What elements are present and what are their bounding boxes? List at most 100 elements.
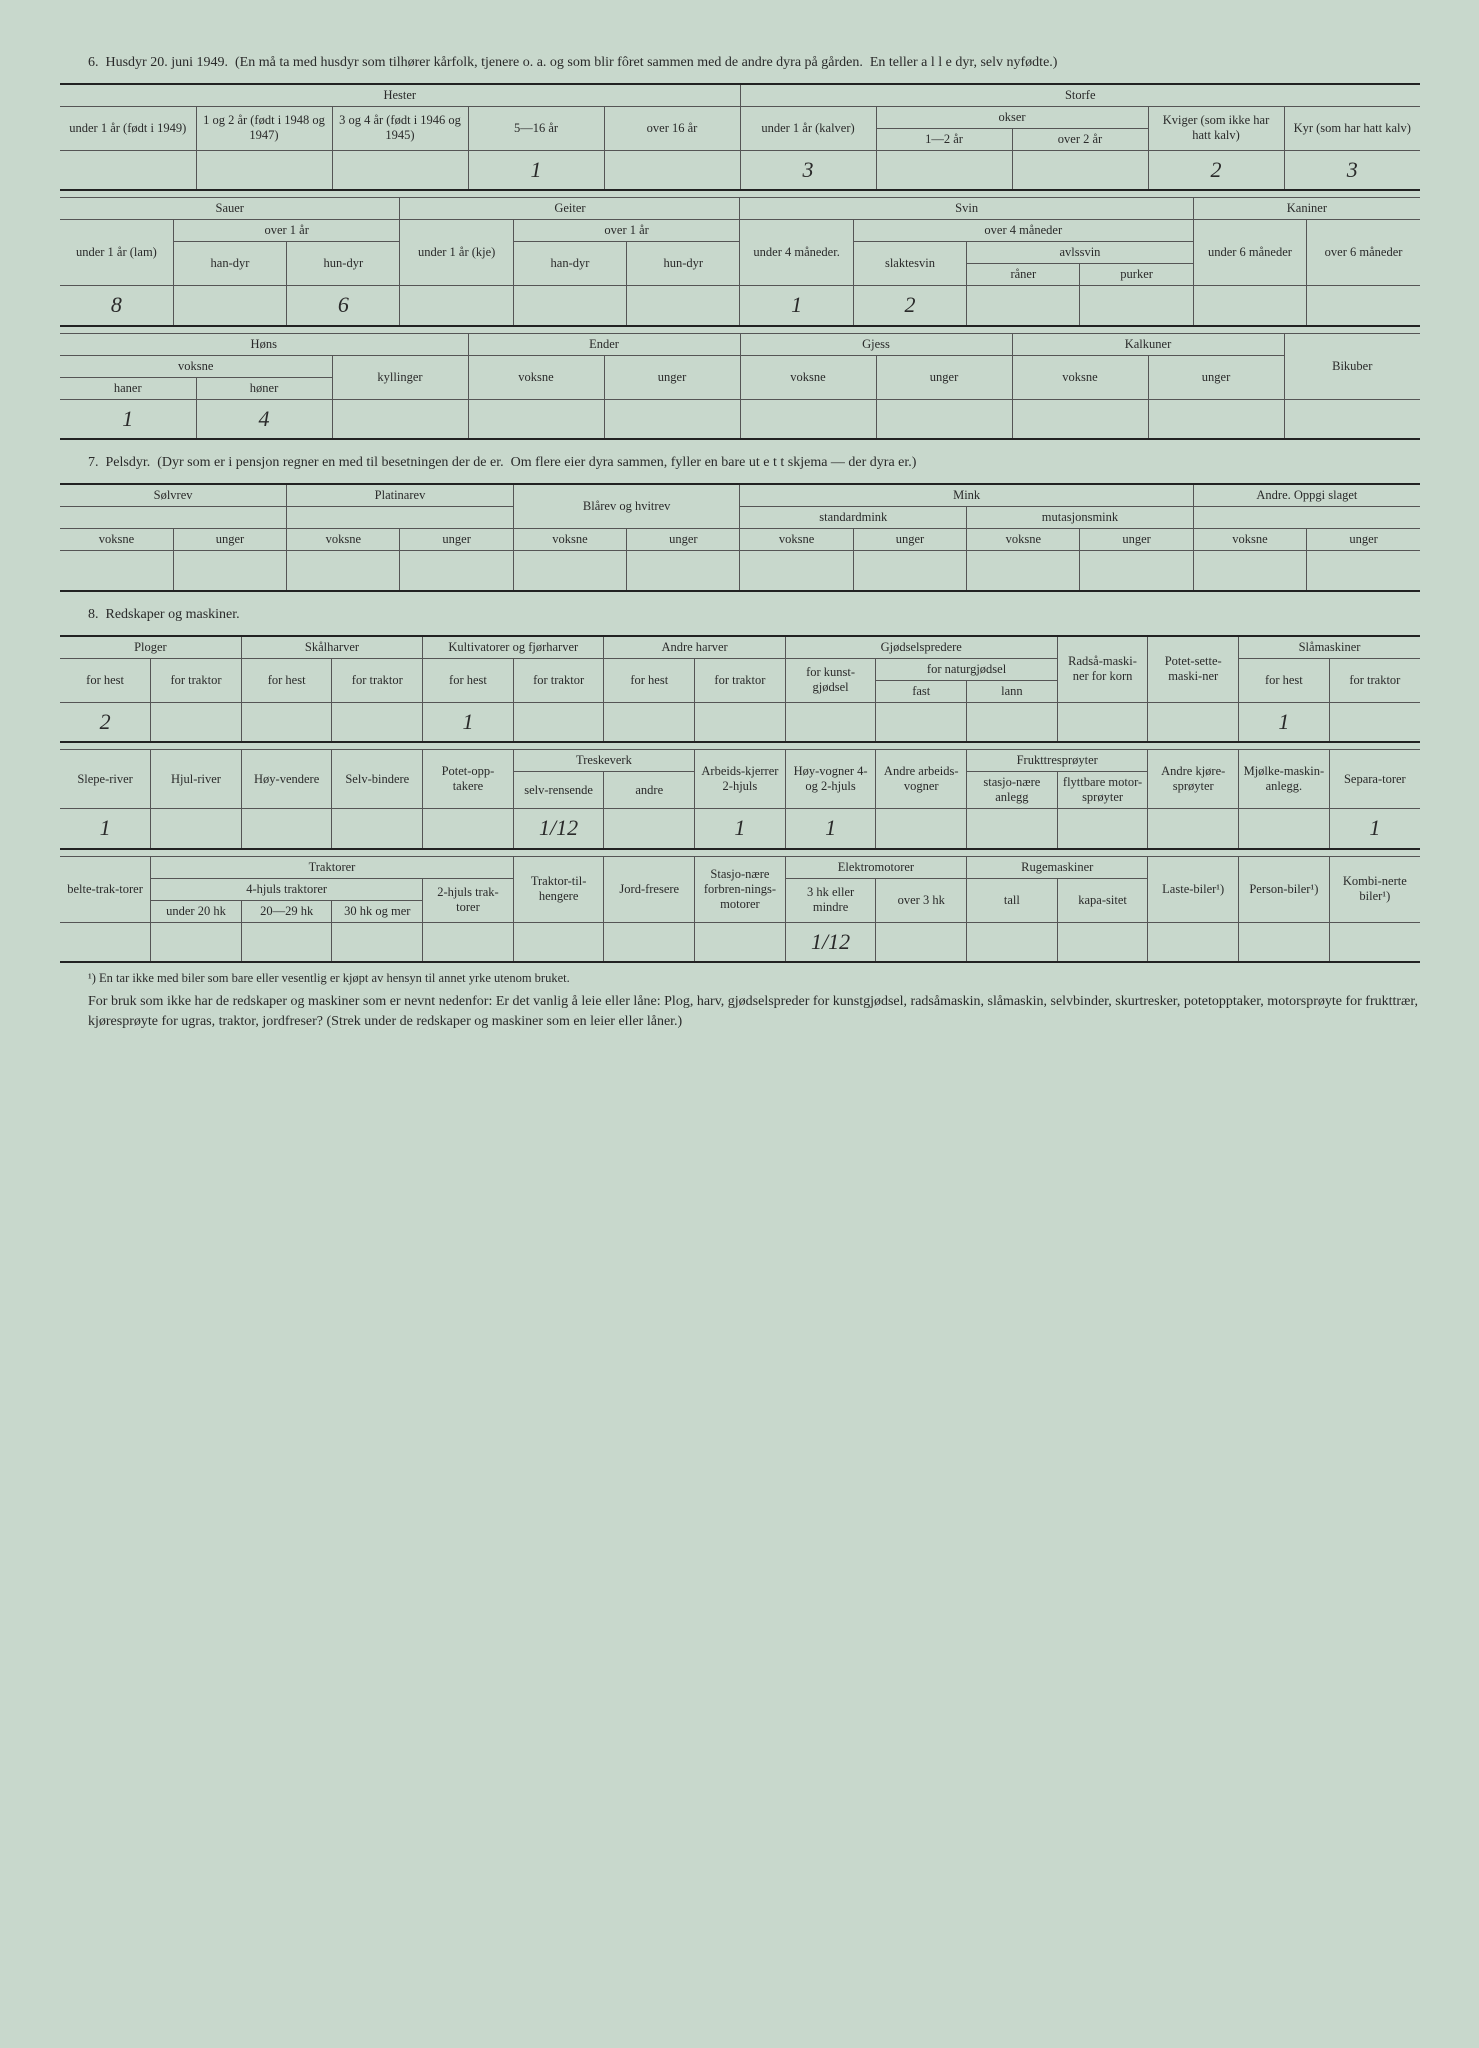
ploger: Ploger [60, 636, 241, 659]
val [513, 702, 604, 742]
table-redskaper-3: belte-trak-torer Traktorer Traktor-til-h… [60, 856, 1420, 964]
h-3-4: 3 og 4 år (født i 1946 og 1945) [332, 106, 468, 150]
val: 2 [60, 702, 151, 742]
val [196, 150, 332, 190]
val: 1 [423, 702, 514, 742]
s-1-2: 1—2 år [876, 128, 1012, 150]
val: 4 [196, 399, 332, 439]
val [60, 150, 196, 190]
fire: 4-hjuls traktorer [151, 878, 423, 900]
raner: råner [967, 264, 1080, 286]
val [876, 922, 967, 962]
potet: Potet-sette-maski-ner [1148, 636, 1239, 703]
val [876, 399, 1012, 439]
val [967, 286, 1080, 326]
val [853, 551, 966, 591]
val [241, 809, 332, 849]
val [1080, 551, 1193, 591]
footnote-biler: ¹) En tar ikke med biler som bare eller … [88, 971, 1420, 986]
sleperiver: Slepe-river [60, 750, 151, 809]
voksne: voksne [1193, 529, 1306, 551]
grp-ender: Ender [468, 333, 740, 355]
kalk-unger: unger [1148, 355, 1284, 399]
gjess-unger: unger [876, 355, 1012, 399]
fortraktor: for traktor [151, 658, 242, 702]
val [695, 922, 786, 962]
hoyvendere: Høy-vendere [241, 750, 332, 809]
unger: unger [400, 529, 513, 551]
table-redskaper-1: Ploger Skålharver Kultivatorer og fjørha… [60, 635, 1420, 744]
kultivatorer: Kultivatorer og fjørharver [423, 636, 604, 659]
laste: Laste-biler¹) [1148, 856, 1239, 922]
ruge: Rugemaskiner [967, 856, 1148, 878]
kapa: kapa-sitet [1057, 878, 1148, 922]
val [1012, 150, 1148, 190]
andreharver: Andre harver [604, 636, 785, 659]
val: 3 [740, 150, 876, 190]
unger: unger [1307, 529, 1420, 551]
ohk3: over 3 hk [876, 878, 967, 922]
grp-gjess: Gjess [740, 333, 1012, 355]
forhest: for hest [604, 658, 695, 702]
val [785, 702, 876, 742]
table-hons-bikuber: Høns Ender Gjess Kalkuner Bikuber voksne… [60, 333, 1420, 441]
val [627, 551, 740, 591]
flytt: flyttbare motor-sprøyter [1057, 772, 1148, 809]
val [513, 286, 626, 326]
belte: belte-trak-torer [60, 856, 151, 922]
voksne: voksne [60, 355, 332, 377]
hoyvogner: Høy-vogner 4- og 2-hjuls [785, 750, 876, 809]
val: 1 [695, 809, 786, 849]
section8-heading: 8. Redskaper og maskiner. [88, 606, 1420, 625]
arbeids: Arbeids-kjerrer 2-hjuls [695, 750, 786, 809]
slamaskiner: Slåmaskiner [1239, 636, 1420, 659]
bikuber: Bikuber [1284, 333, 1420, 399]
voksne: voksne [60, 529, 173, 551]
val [1284, 399, 1420, 439]
slaktesvin: slaktesvin [853, 242, 966, 286]
val [332, 809, 423, 849]
unger: unger [853, 529, 966, 551]
val [423, 922, 514, 962]
sau-u1: under 1 år (lam) [60, 220, 173, 286]
table-hester-storfe: Hester Storfe under 1 år (født i 1949) 1… [60, 83, 1420, 192]
grp-hons: Høns [60, 333, 468, 355]
val [173, 286, 286, 326]
m20-29: 20—29 hk [241, 900, 332, 922]
ender-voksne: voksne [468, 355, 604, 399]
val: 1 [60, 809, 151, 849]
val [1307, 551, 1420, 591]
val [1329, 922, 1420, 962]
val: 1/12 [513, 809, 604, 849]
unger: unger [173, 529, 286, 551]
grp-storfe: Storfe [740, 84, 1420, 107]
val: 1 [740, 286, 853, 326]
unger: unger [627, 529, 740, 551]
val: 1 [60, 399, 196, 439]
skalharver: Skålharver [241, 636, 422, 659]
val [967, 922, 1058, 962]
section7-heading: 7. Pelsdyr. (Dyr som er i pensjon regner… [88, 454, 1420, 473]
val [1057, 809, 1148, 849]
geit-han: han-dyr [513, 242, 626, 286]
frukt: Frukttresprøyter [967, 750, 1148, 772]
fortraktor: for traktor [513, 658, 604, 702]
s-u1: under 1 år (kalver) [740, 106, 876, 150]
val [287, 551, 400, 591]
ender-unger: unger [604, 355, 740, 399]
grp-svin: Svin [740, 198, 1193, 220]
val [1307, 286, 1420, 326]
val: 1 [468, 150, 604, 190]
fortraktor: for traktor [1329, 658, 1420, 702]
val [1193, 551, 1306, 591]
h-o16: over 16 år [604, 106, 740, 150]
val [151, 702, 242, 742]
sau-hun: hun-dyr [287, 242, 400, 286]
val [967, 551, 1080, 591]
table-redskaper-2: Slepe-river Hjul-river Høy-vendere Selv-… [60, 749, 1420, 850]
s-kviger: Kviger (som ikke har hatt kalv) [1148, 106, 1284, 150]
fornatur: for naturgjødsel [876, 658, 1057, 680]
val [1148, 399, 1284, 439]
kan-u6: under 6 måneder [1193, 220, 1306, 286]
forhest: for hest [60, 658, 151, 702]
